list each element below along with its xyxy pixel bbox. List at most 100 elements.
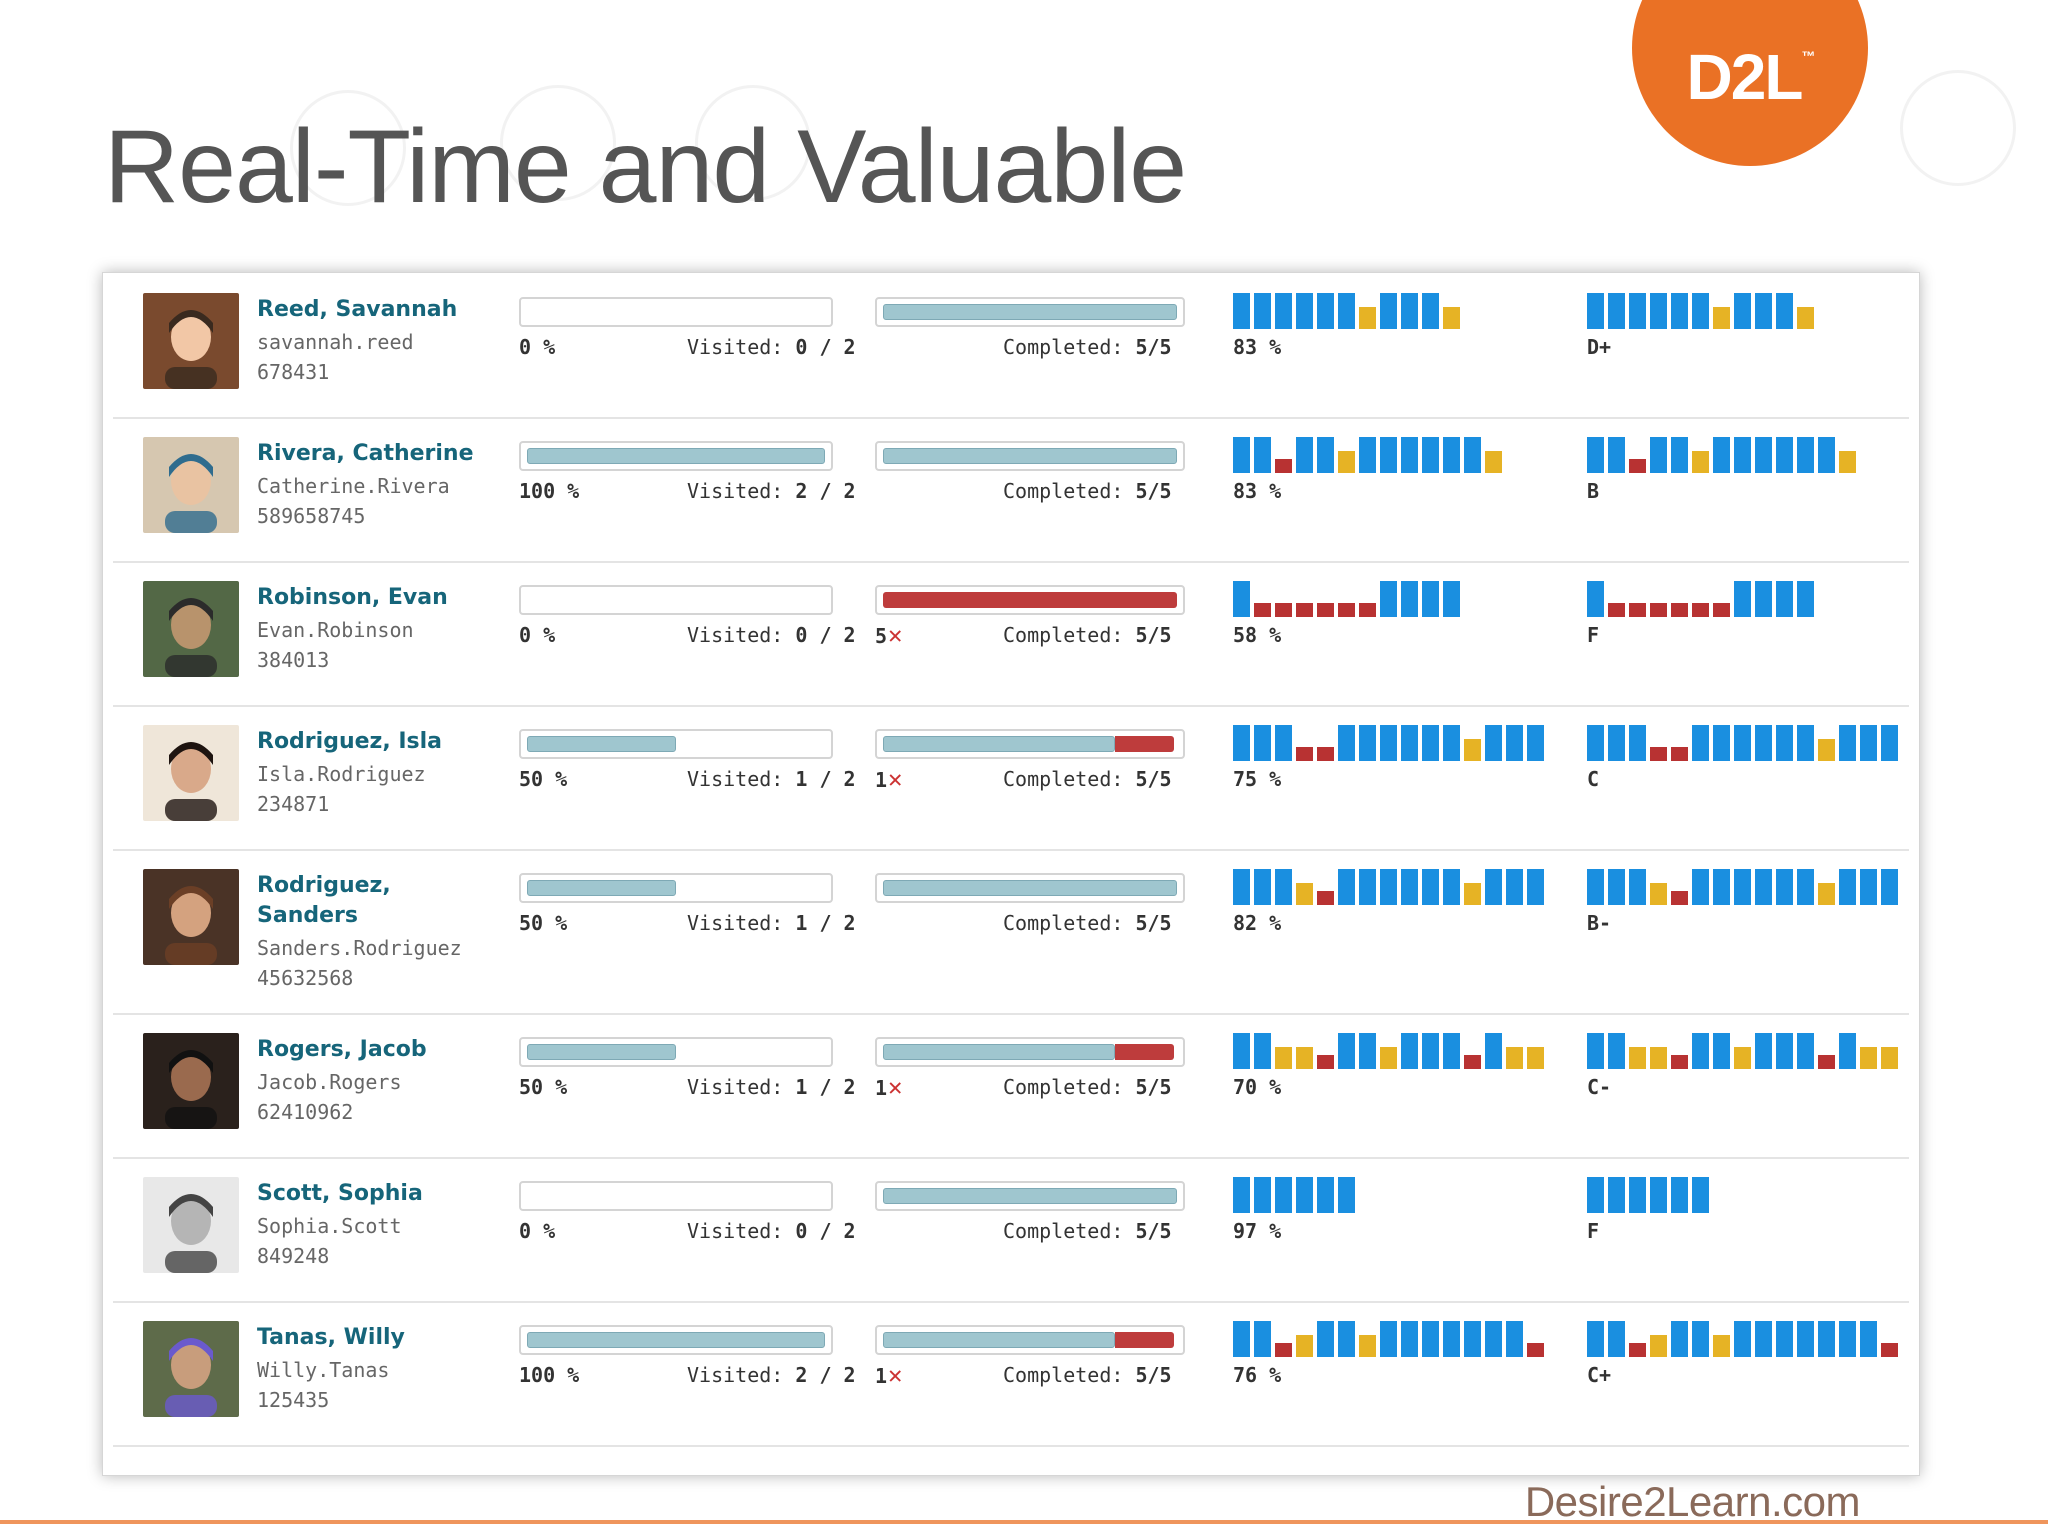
visited-value: 0 / 2 bbox=[795, 335, 856, 359]
student-name-link[interactable]: Rodriguez, Sanders bbox=[257, 873, 391, 928]
trend-bar bbox=[1443, 437, 1460, 473]
student-avatar[interactable] bbox=[143, 1177, 239, 1273]
visited-count: Visited: 0 / 2 bbox=[687, 1219, 856, 1243]
completed-count: Completed: 5/5 bbox=[1003, 1075, 1172, 1099]
trend-bar bbox=[1443, 1321, 1460, 1357]
trend-bar bbox=[1608, 869, 1625, 905]
average-percent: 83 % bbox=[1233, 335, 1282, 359]
grade-trend-chart[interactable] bbox=[1587, 1033, 1907, 1069]
assignments-completed-fill bbox=[883, 304, 1177, 320]
content-percent: 0 % bbox=[519, 1219, 556, 1243]
average-percent: 58 % bbox=[1233, 623, 1282, 647]
assignments-progress-bar[interactable] bbox=[875, 1325, 1185, 1355]
content-progress-bar[interactable] bbox=[519, 1037, 833, 1067]
trend-bar bbox=[1587, 581, 1604, 617]
assignments-progress-bar[interactable] bbox=[875, 873, 1185, 903]
student-name-link[interactable]: Rogers, Jacob bbox=[257, 1037, 427, 1062]
content-progress-bar[interactable] bbox=[519, 441, 833, 471]
grade-trend-chart[interactable] bbox=[1587, 1321, 1907, 1357]
student-avatar[interactable] bbox=[143, 1321, 239, 1417]
trend-bar bbox=[1443, 581, 1460, 617]
trend-bar bbox=[1587, 725, 1604, 761]
trend-bar bbox=[1317, 437, 1334, 473]
assessment-trend-chart[interactable] bbox=[1233, 1177, 1573, 1213]
student-row: Tanas, Willy Willy.Tanas 125435 100 % Vi… bbox=[113, 1301, 1909, 1447]
trend-bar bbox=[1692, 603, 1709, 617]
trend-bar bbox=[1818, 1321, 1835, 1357]
content-progress-bar[interactable] bbox=[519, 729, 833, 759]
trend-bar bbox=[1422, 725, 1439, 761]
trend-bar bbox=[1587, 293, 1604, 329]
trend-bar bbox=[1254, 1177, 1271, 1213]
assessment-trend-chart[interactable] bbox=[1233, 869, 1573, 905]
trend-bar bbox=[1755, 581, 1772, 617]
trend-bar bbox=[1650, 1047, 1667, 1069]
content-progress-bar[interactable] bbox=[519, 585, 833, 615]
assessment-trend-chart[interactable] bbox=[1233, 1321, 1573, 1357]
completed-label: Completed: bbox=[1003, 1219, 1124, 1243]
trend-bar bbox=[1380, 437, 1397, 473]
trend-bar bbox=[1881, 1047, 1898, 1069]
trend-bar bbox=[1587, 869, 1604, 905]
visited-count: Visited: 0 / 2 bbox=[687, 623, 856, 647]
grade-trend-chart[interactable] bbox=[1587, 293, 1907, 329]
assignments-progress-bar[interactable] bbox=[875, 1181, 1185, 1211]
final-grade: C- bbox=[1587, 1075, 1612, 1099]
assignments-progress-bar[interactable] bbox=[875, 729, 1185, 759]
content-progress-fill bbox=[527, 1044, 676, 1060]
trend-bar bbox=[1338, 293, 1355, 329]
assessment-trend-chart[interactable] bbox=[1233, 725, 1573, 761]
visited-value: 2 / 2 bbox=[795, 479, 856, 503]
student-row: Rodriguez, Isla Isla.Rodriguez 234871 50… bbox=[113, 705, 1909, 851]
trend-bar bbox=[1650, 1335, 1667, 1357]
grade-trend-chart[interactable] bbox=[1587, 1177, 1907, 1213]
assessment-trend-chart[interactable] bbox=[1233, 1033, 1573, 1069]
cross-icon: ✕ bbox=[888, 1073, 903, 1101]
student-name-link[interactable]: Robinson, Evan bbox=[257, 585, 448, 610]
grade-trend-chart[interactable] bbox=[1587, 581, 1907, 617]
assessment-trend-chart[interactable] bbox=[1233, 293, 1573, 329]
student-avatar[interactable] bbox=[143, 437, 239, 533]
assessment-trend-chart[interactable] bbox=[1233, 437, 1573, 473]
student-avatar[interactable] bbox=[143, 581, 239, 677]
trend-bar bbox=[1797, 725, 1814, 761]
student-name-link[interactable]: Scott, Sophia bbox=[257, 1181, 423, 1206]
student-username: Catherine.Rivera bbox=[257, 474, 450, 498]
student-avatar[interactable] bbox=[143, 1033, 239, 1129]
assignments-progress-bar[interactable] bbox=[875, 1037, 1185, 1067]
content-progress-bar[interactable] bbox=[519, 1325, 833, 1355]
student-name-link[interactable]: Tanas, Willy bbox=[257, 1325, 405, 1350]
student-name-link[interactable]: Reed, Savannah bbox=[257, 297, 458, 322]
student-name-link[interactable]: Rodriguez, Isla bbox=[257, 729, 443, 754]
student-avatar[interactable] bbox=[143, 293, 239, 389]
grade-trend-chart[interactable] bbox=[1587, 437, 1907, 473]
grade-trend-chart[interactable] bbox=[1587, 869, 1907, 905]
cross-icon: ✕ bbox=[888, 765, 903, 793]
final-grade: D+ bbox=[1587, 335, 1612, 359]
trend-bar bbox=[1359, 437, 1376, 473]
content-progress-bar[interactable] bbox=[519, 873, 833, 903]
average-percent: 70 % bbox=[1233, 1075, 1282, 1099]
assessment-trend-chart[interactable] bbox=[1233, 581, 1573, 617]
trend-bar bbox=[1713, 603, 1730, 617]
trend-bar bbox=[1797, 437, 1814, 473]
student-row: Rogers, Jacob Jacob.Rogers 62410962 50 %… bbox=[113, 1013, 1909, 1159]
completed-label: Completed: bbox=[1003, 1075, 1124, 1099]
grade-trend-chart[interactable] bbox=[1587, 725, 1907, 761]
student-avatar[interactable] bbox=[143, 869, 239, 965]
trend-bar bbox=[1296, 293, 1313, 329]
trend-bar bbox=[1338, 869, 1355, 905]
assignments-progress-bar[interactable] bbox=[875, 585, 1185, 615]
trend-bar bbox=[1587, 1177, 1604, 1213]
assignments-completed-fill bbox=[883, 880, 1177, 896]
trend-bar bbox=[1359, 1033, 1376, 1069]
assignments-progress-bar[interactable] bbox=[875, 441, 1185, 471]
student-avatar[interactable] bbox=[143, 725, 239, 821]
student-org-id: 589658745 bbox=[257, 504, 366, 528]
student-name-link[interactable]: Rivera, Catherine bbox=[257, 441, 474, 466]
assignments-progress-bar[interactable] bbox=[875, 297, 1185, 327]
trend-bar bbox=[1443, 725, 1460, 761]
content-progress-bar[interactable] bbox=[519, 297, 833, 327]
content-progress-bar[interactable] bbox=[519, 1181, 833, 1211]
student-row: Scott, Sophia Sophia.Scott 849248 0 % Vi… bbox=[113, 1157, 1909, 1303]
